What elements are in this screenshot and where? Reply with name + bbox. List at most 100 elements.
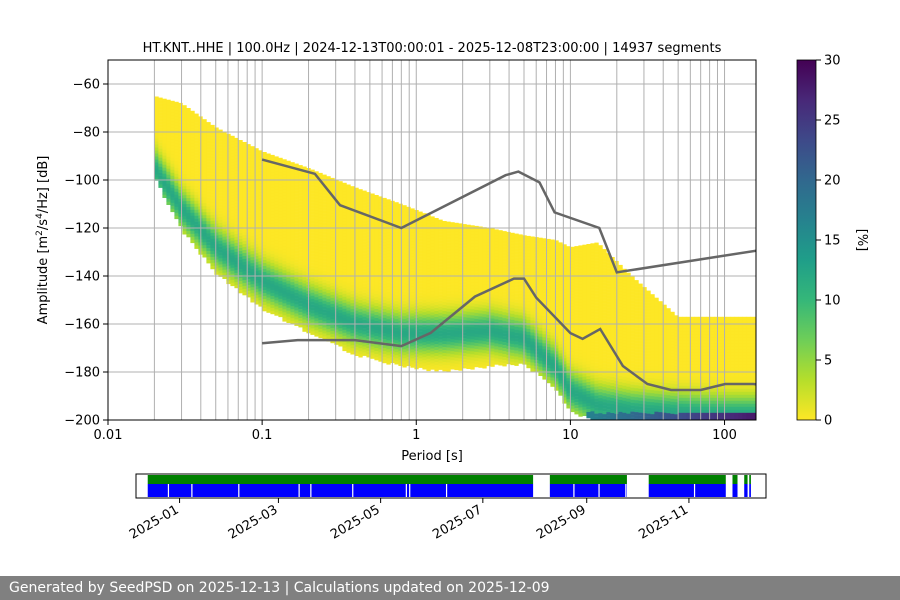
density-cell xyxy=(486,290,491,295)
density-cell xyxy=(274,246,279,250)
density-cell xyxy=(494,235,499,239)
density-cell xyxy=(546,271,551,276)
density-cell xyxy=(242,289,247,293)
density-cell xyxy=(242,235,247,239)
density-cell xyxy=(206,188,211,192)
density-cell xyxy=(542,343,547,347)
density-cell xyxy=(202,185,207,189)
density-cell xyxy=(286,247,291,251)
density-cell xyxy=(386,259,391,263)
density-cell xyxy=(370,337,375,341)
density-cell xyxy=(162,116,167,120)
density-cell xyxy=(346,340,351,344)
density-cell xyxy=(350,312,355,316)
density-cell xyxy=(298,174,303,178)
density-cell xyxy=(270,157,275,162)
density-cell xyxy=(398,215,403,219)
density-cell xyxy=(166,180,171,184)
density-cell xyxy=(386,199,391,203)
density-cell xyxy=(286,301,291,305)
density-cell xyxy=(430,252,435,256)
density-cell xyxy=(486,347,491,352)
density-cell xyxy=(470,366,475,370)
density-cell xyxy=(250,293,255,297)
density-cell xyxy=(310,304,315,308)
density-cell xyxy=(226,208,231,213)
density-cell xyxy=(542,319,547,323)
density-cell xyxy=(234,263,239,268)
density-cell xyxy=(502,294,507,298)
density-cell xyxy=(462,233,467,237)
density-cell xyxy=(426,214,431,219)
density-cell xyxy=(234,239,239,244)
density-cell xyxy=(250,161,255,165)
density-cell xyxy=(498,272,503,276)
density-cell xyxy=(234,206,239,211)
density-cell xyxy=(554,279,559,283)
density-cell xyxy=(346,268,351,272)
density-cell xyxy=(502,354,507,358)
density-cell xyxy=(366,210,371,214)
density-cell xyxy=(258,183,263,187)
density-cell xyxy=(158,121,163,125)
density-cell xyxy=(466,245,471,249)
density-cell xyxy=(546,376,551,381)
density-cell xyxy=(386,229,391,233)
density-cell xyxy=(410,277,415,281)
density-cell xyxy=(270,214,275,219)
density-cell xyxy=(250,155,255,159)
density-cell xyxy=(494,256,499,260)
density-cell xyxy=(450,276,455,280)
density-cell xyxy=(438,297,443,301)
density-cell xyxy=(486,332,491,337)
density-cell xyxy=(246,180,251,184)
density-cell xyxy=(286,202,291,206)
density-cell xyxy=(154,117,159,121)
density-cell xyxy=(310,325,315,329)
density-cell xyxy=(490,306,495,310)
density-cell xyxy=(178,198,183,203)
density-cell xyxy=(554,351,559,355)
density-cell xyxy=(438,270,443,274)
density-cell xyxy=(194,161,199,165)
density-cell xyxy=(262,206,267,210)
density-cell xyxy=(246,279,251,283)
density-cell xyxy=(330,258,335,263)
density-cell xyxy=(554,303,559,307)
density-cell xyxy=(214,271,219,275)
density-cell xyxy=(538,339,543,343)
density-cell xyxy=(354,310,359,314)
density-cell xyxy=(466,314,471,318)
density-cell xyxy=(314,177,319,181)
density-cell xyxy=(422,345,427,349)
density-cell xyxy=(342,203,347,208)
density-cell xyxy=(526,304,531,309)
density-cell xyxy=(542,241,547,245)
density-cell xyxy=(378,256,383,260)
density-cell xyxy=(170,127,175,132)
density-cell xyxy=(522,286,527,290)
density-cell xyxy=(350,195,355,199)
density-cell xyxy=(398,206,403,210)
density-cell xyxy=(358,318,363,322)
density-cell xyxy=(486,299,491,304)
density-cell xyxy=(278,181,283,186)
density-cell xyxy=(502,312,507,316)
density-cell xyxy=(446,290,451,294)
density-cell xyxy=(338,268,343,272)
density-cell xyxy=(542,361,547,365)
density-cell xyxy=(270,256,275,261)
density-cell xyxy=(266,237,271,241)
density-cell xyxy=(542,244,547,248)
density-cell xyxy=(286,286,291,290)
density-cell xyxy=(250,164,255,168)
density-cell xyxy=(222,185,227,189)
density-cell xyxy=(162,110,167,114)
density-cell xyxy=(210,175,215,180)
density-cell xyxy=(170,142,175,147)
density-cell xyxy=(370,193,375,197)
density-cell xyxy=(258,159,263,163)
density-cell xyxy=(330,333,335,338)
density-cell xyxy=(406,245,411,250)
density-cell xyxy=(226,259,231,264)
